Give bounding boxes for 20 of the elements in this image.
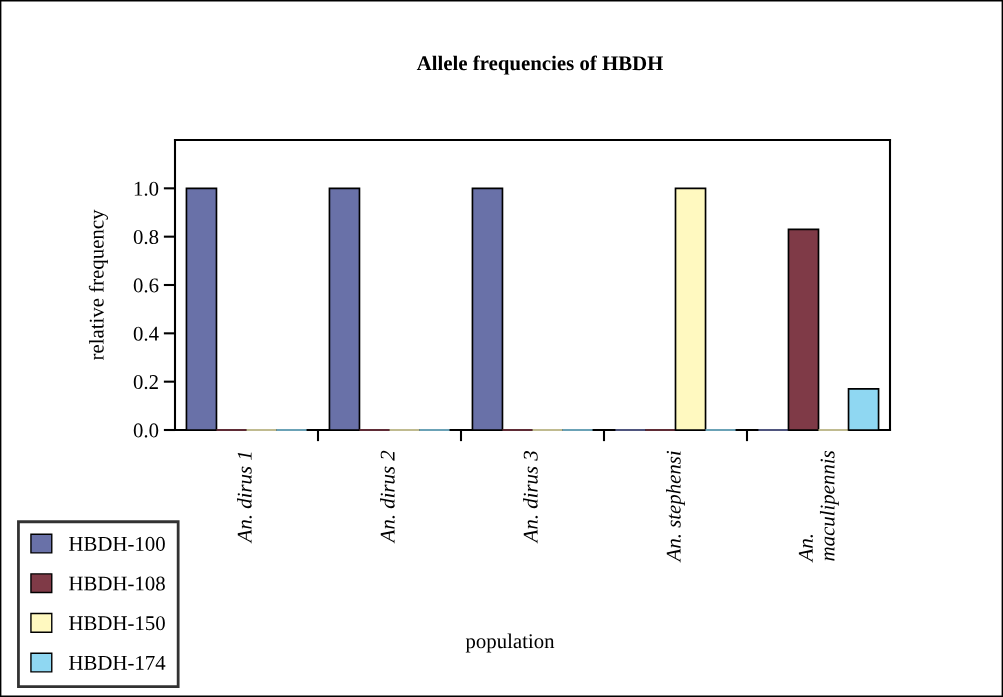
x-tick-label: An. dirus 2 <box>380 450 395 544</box>
x-tick-label: An. stephensi <box>666 450 685 563</box>
legend-label: HBDH-100 <box>69 536 165 551</box>
chart-title: Allele frequencies of HBDH <box>416 55 663 75</box>
x-tick-label: An. dirus 3 <box>523 451 538 544</box>
y-tick-label: 0.6 <box>133 278 159 293</box>
legend-label: HBDH-150 <box>69 616 165 631</box>
x-axis-title: population <box>465 633 555 653</box>
bar <box>787 228 820 431</box>
x-tick-label: An. dirus 1 <box>237 452 252 544</box>
y-tick-label: 0.8 <box>133 230 159 245</box>
y-tick-label: 0.4 <box>133 326 159 341</box>
legend-label: HBDH-108 <box>69 576 165 591</box>
y-tick-label: 0.0 <box>133 423 159 438</box>
y-axis-title: relative frequency <box>88 209 108 361</box>
y-tick-label: 1.0 <box>134 181 159 196</box>
legend-label: HBDH-174 <box>69 655 166 670</box>
x-tick-label: An. maculipennis <box>798 450 839 563</box>
bar <box>674 187 707 431</box>
y-tick-label: 0.2 <box>133 375 158 390</box>
